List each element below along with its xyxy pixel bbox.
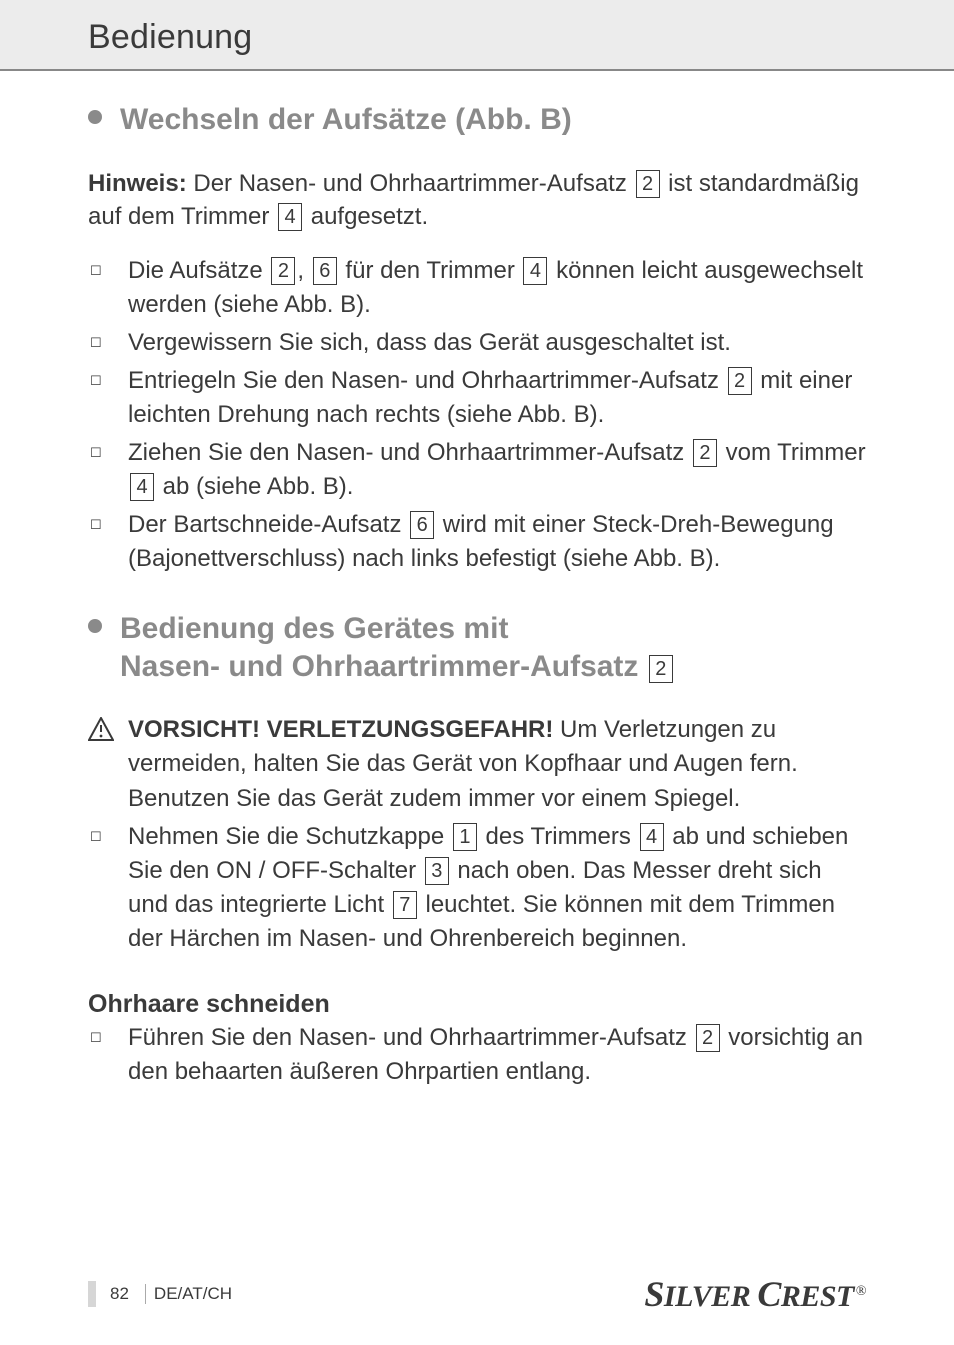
ref-box: 7 [393, 891, 417, 919]
step-row: ☐ Nehmen Sie die Schutzkappe 1 des Trimm… [88, 820, 866, 956]
step-text: Die Aufsätze 2, 6 für den Trimmer 4 könn… [128, 254, 866, 322]
checkbox-icon: ☐ [88, 364, 128, 389]
ref-box: 2 [271, 257, 295, 285]
ref-box: 6 [410, 511, 434, 539]
checkbox-icon: ☐ [88, 820, 128, 845]
t: , [297, 257, 310, 284]
checkbox-icon: ☐ [88, 508, 128, 533]
warning-label: VORSICHT! VERLETZUNGSGEFAHR! [128, 716, 553, 743]
step-row: ☐ Entriegeln Sie den Nasen- und Ohrhaart… [88, 364, 866, 432]
footer-region: DE/AT/CH [154, 1284, 232, 1304]
ref-box: 6 [313, 257, 337, 285]
warning-triangle-icon [88, 713, 128, 746]
bullet-icon [88, 619, 102, 633]
step-row: ☐ Ziehen Sie den Nasen- und Ohrhaartrimm… [88, 436, 866, 504]
ref-box: 4 [640, 823, 664, 851]
section-2-heading: Bedienung des Gerätes mit Nasen- und Ohr… [88, 610, 866, 685]
step-row: ☐ Der Bartschneide-Aufsatz 6 wird mit ei… [88, 508, 866, 576]
step-row: ☐ Führen Sie den Nasen- und Ohrhaartrimm… [88, 1021, 866, 1089]
checkbox-icon: ☐ [88, 436, 128, 461]
ref-box: 2 [696, 1024, 720, 1052]
footer-bar-icon [88, 1281, 96, 1307]
section-1-title: Wechseln der Aufsätze (Abb. B) [120, 101, 572, 139]
t: ab (siehe Abb. B). [156, 473, 353, 500]
page-number: 82 [110, 1284, 129, 1304]
warning-text: VORSICHT! VERLETZUNGSGEFAHR! Um Verletzu… [128, 713, 866, 815]
t: Nehmen Sie die Schutzkappe [128, 823, 451, 850]
step-row: ☐ Die Aufsätze 2, 6 für den Trimmer 4 kö… [88, 254, 866, 322]
t: des Trimmers [479, 823, 638, 850]
title-line1: Bedienung des Gerätes mit [120, 612, 508, 645]
footer: 82 DE/AT/CH SILVER CREST® [0, 1273, 954, 1315]
step-text: Nehmen Sie die Schutzkappe 1 des Trimmer… [128, 820, 866, 956]
warning-row: VORSICHT! VERLETZUNGSGEFAHR! Um Verletzu… [88, 713, 866, 815]
ref-box: 3 [425, 857, 449, 885]
checkbox-icon: ☐ [88, 326, 128, 351]
ref-box: 2 [636, 170, 660, 198]
ref-box: 1 [453, 823, 477, 851]
page: Bedienung Wechseln der Aufsätze (Abb. B)… [0, 0, 954, 1345]
step-text: Führen Sie den Nasen- und Ohrhaartrimmer… [128, 1021, 866, 1089]
footer-separator [145, 1284, 146, 1304]
step-text: Ziehen Sie den Nasen- und Ohrhaartrimmer… [128, 436, 866, 504]
ref-box: 4 [278, 203, 302, 231]
ref-box: 2 [649, 655, 673, 683]
brand-logo: SILVER CREST® [644, 1273, 866, 1315]
section-1-heading: Wechseln der Aufsätze (Abb. B) [88, 101, 866, 139]
content: Wechseln der Aufsätze (Abb. B) Hinweis: … [0, 71, 954, 1089]
t: Ziehen Sie den Nasen- und Ohrhaartrimmer… [128, 439, 691, 466]
ref-box: 4 [130, 473, 154, 501]
header-title: Bedienung [88, 18, 954, 57]
ref-box: 2 [728, 367, 752, 395]
checkbox-icon: ☐ [88, 254, 128, 279]
t: Die Aufsätze [128, 257, 269, 284]
subheading-ohrhaare: Ohrhaare schneiden [88, 990, 866, 1019]
t: Entriegeln Sie den Nasen- und Ohrhaartri… [128, 367, 726, 394]
steps-list-1: ☐ Die Aufsätze 2, 6 für den Trimmer 4 kö… [88, 254, 866, 577]
hint-text-1c: aufgesetzt. [304, 203, 428, 230]
t: vom Trimmer [719, 439, 866, 466]
hint-text-1a: Der Nasen- und Ohrhaartrimmer-Aufsatz [187, 170, 634, 197]
step-row: ☐ Vergewissern Sie sich, dass das Gerät … [88, 326, 866, 360]
t: Führen Sie den Nasen- und Ohrhaartrimmer… [128, 1024, 694, 1051]
t: für den Trimmer [339, 257, 522, 284]
section-2-title: Bedienung des Gerätes mit Nasen- und Ohr… [120, 610, 675, 685]
step-text: Der Bartschneide-Aufsatz 6 wird mit eine… [128, 508, 866, 576]
bullet-icon [88, 110, 102, 124]
hint-label: Hinweis: [88, 170, 187, 197]
footer-left: 82 DE/AT/CH [88, 1281, 232, 1307]
step-text: Entriegeln Sie den Nasen- und Ohrhaartri… [128, 364, 866, 432]
ref-box: 4 [523, 257, 547, 285]
ref-box: 2 [693, 439, 717, 467]
header-bar: Bedienung [0, 0, 954, 71]
steps-list-3: ☐ Führen Sie den Nasen- und Ohrhaartrimm… [88, 1021, 866, 1089]
step-text: Vergewissern Sie sich, dass das Gerät au… [128, 326, 866, 360]
steps-list-2: VORSICHT! VERLETZUNGSGEFAHR! Um Verletzu… [88, 713, 866, 956]
hint-paragraph: Hinweis: Der Nasen- und Ohrhaartrimmer-A… [88, 167, 866, 234]
checkbox-icon: ☐ [88, 1021, 128, 1046]
title-line2: Nasen- und Ohrhaartrimmer-Aufsatz [120, 650, 647, 683]
t: Der Bartschneide-Aufsatz [128, 511, 408, 538]
